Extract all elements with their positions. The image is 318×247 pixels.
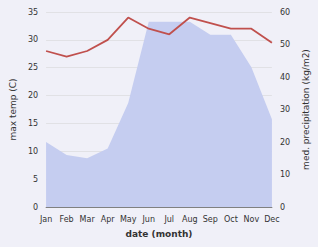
svg-text:50: 50 — [280, 40, 290, 49]
svg-text:30: 30 — [28, 35, 38, 44]
svg-text:5: 5 — [33, 175, 38, 184]
svg-text:25: 25 — [28, 63, 38, 72]
svg-text:Jun: Jun — [141, 215, 155, 224]
svg-text:Jul: Jul — [163, 215, 174, 224]
svg-text:max temp (C): max temp (C) — [8, 78, 18, 140]
svg-text:60: 60 — [280, 8, 290, 17]
svg-text:med. precipitation (kg/m2): med. precipitation (kg/m2) — [301, 49, 311, 170]
svg-text:May: May — [120, 215, 137, 224]
svg-text:Nov: Nov — [244, 215, 260, 224]
svg-text:40: 40 — [280, 73, 290, 82]
svg-text:15: 15 — [28, 119, 38, 128]
svg-text:20: 20 — [28, 91, 38, 100]
svg-text:0: 0 — [33, 203, 38, 212]
svg-text:10: 10 — [280, 170, 290, 179]
svg-text:20: 20 — [280, 138, 290, 147]
svg-text:Feb: Feb — [60, 215, 74, 224]
svg-text:35: 35 — [28, 8, 38, 17]
svg-text:Aug: Aug — [182, 215, 198, 224]
svg-text:Sep: Sep — [203, 215, 218, 224]
svg-text:date (month): date (month) — [126, 229, 193, 239]
svg-text:Jan: Jan — [39, 215, 52, 224]
svg-text:10: 10 — [28, 147, 38, 156]
svg-text:0: 0 — [280, 203, 285, 212]
svg-text:Oct: Oct — [224, 215, 238, 224]
svg-text:Apr: Apr — [101, 215, 116, 224]
svg-text:Dec: Dec — [264, 215, 279, 224]
svg-text:Mar: Mar — [80, 215, 96, 224]
svg-text:30: 30 — [280, 105, 290, 114]
